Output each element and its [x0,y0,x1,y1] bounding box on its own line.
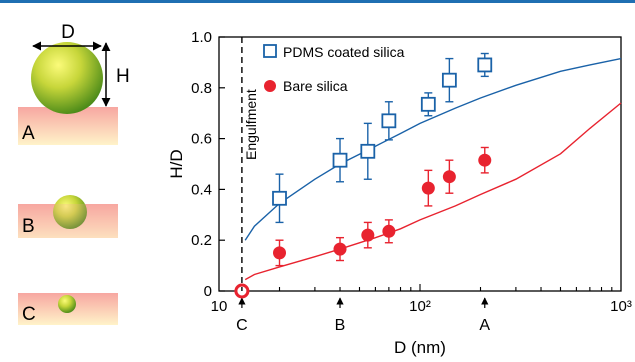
schematic-b: B [18,195,118,238]
x-tick-label: 10³ [610,298,632,315]
engulfment-label: Engulfment [243,89,259,160]
chart: 0 0.2 0.4 0.6 0.8 1.0 10 10² 10³ C B A Engulfment P… [167,29,632,357]
y-tick-label: 1.0 [191,29,212,46]
data-marks [234,52,493,299]
position-label: C [236,317,248,334]
x-tick-label: 10 [211,298,228,315]
substrate-b-overlay [18,204,118,238]
y-tick-label: 0.8 [191,80,212,97]
x-axis-label: D (nm) [394,338,446,357]
x-tick-label: 10² [409,298,431,315]
y-axis-label: H/D [167,149,186,178]
fit-curve-bare [244,102,622,281]
data-point-bare [442,170,456,184]
y-tick-label: 0.4 [191,181,212,198]
data-point-bare [361,228,375,242]
data-point-pdms [332,152,348,168]
data-point-pdms [441,72,457,88]
top-accent-bar [0,0,635,3]
legend-marker-pdms [263,44,277,58]
data-point-bare [382,224,396,238]
data-point-pdms [360,143,376,159]
sphere-a [31,42,103,114]
schematic-label-a: A [22,123,35,144]
legend-label-bare: Bare silica [283,78,348,94]
data-point-pdms [477,57,493,73]
sphere-c [58,295,76,313]
axis-ticks: 0 0.2 0.4 0.6 0.8 1.0 10 10² 10³ C B A [191,29,632,334]
position-label: A [479,317,490,334]
data-point-bare [273,246,287,260]
dimension-h-label: H [116,66,130,87]
data-point-bare [333,242,347,256]
schematic-c: C [18,293,118,325]
data-point-pdms [420,96,436,112]
legend: PDMS coated silica Bare silica [263,44,405,94]
schematic-a: D H A [18,22,130,145]
y-tick-label: 0.6 [191,131,212,148]
schematic-label-b: B [22,216,35,237]
position-label: B [335,317,346,334]
data-point-pdms [381,113,397,129]
legend-label-pdms: PDMS coated silica [283,44,405,60]
data-point-bare [478,153,492,167]
legend-marker-bare [264,80,276,92]
y-tick-label: 0.2 [191,232,212,249]
data-point-pdms [272,190,287,206]
data-point-bare [421,181,435,195]
schematic-label-c: C [22,304,36,325]
dimension-d-label: D [61,22,75,43]
sphere-b [53,195,87,229]
y-tick-label: 0 [204,283,212,300]
